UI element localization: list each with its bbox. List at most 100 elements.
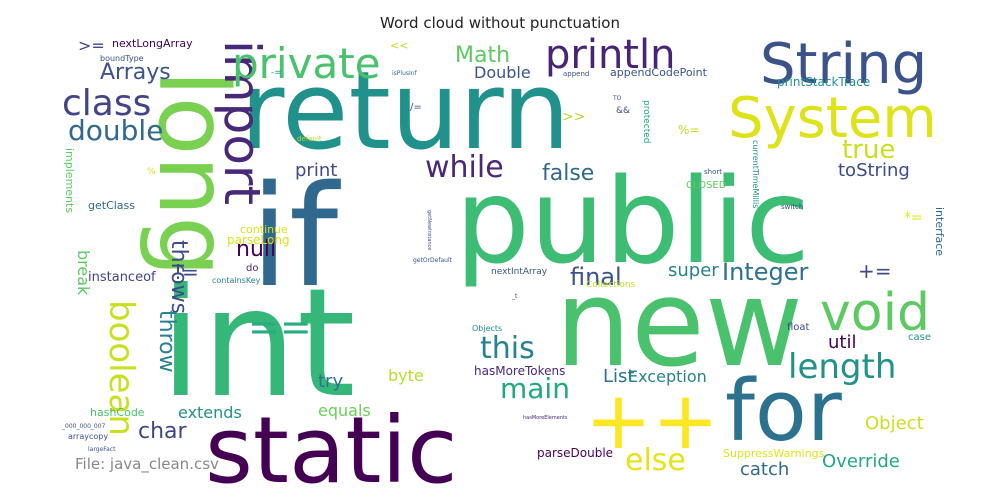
cloud-word: /=	[410, 102, 422, 113]
cloud-word: >>	[562, 109, 585, 125]
cloud-word: toString	[838, 160, 910, 181]
cloud-word: -=	[271, 68, 282, 78]
cloud-word: length	[788, 347, 896, 387]
cloud-word: CLOSED	[686, 180, 727, 191]
cloud-word: arraycopy	[68, 432, 108, 441]
cloud-word: ==	[248, 305, 312, 349]
cloud-word: %=	[678, 123, 699, 137]
cloud-word: void	[820, 283, 930, 343]
cloud-word: *=	[904, 210, 923, 226]
cloud-word: case	[908, 332, 931, 343]
cloud-word: float	[787, 322, 810, 333]
cloud-word: new	[555, 255, 803, 394]
cloud-word: parseDouble	[537, 446, 613, 460]
cloud-word: if	[250, 156, 341, 319]
cloud-word: static	[205, 397, 458, 500]
cloud-word: byte	[388, 366, 424, 385]
cloud-word: long	[137, 70, 249, 277]
cloud-word: hasMoreElements	[523, 415, 568, 421]
cloud-word: catch	[740, 459, 789, 480]
cloud-word: SuppressWarnings	[723, 447, 825, 460]
cloud-word: for	[725, 362, 842, 461]
cloud-word: instanceof	[88, 270, 156, 285]
cloud-word: hasMoreTokens	[474, 364, 565, 378]
cloud-word: &&	[616, 106, 630, 116]
cloud-word: getOrDefault	[413, 257, 453, 264]
cloud-word: class	[62, 83, 151, 124]
cloud-word: main	[500, 372, 570, 405]
cloud-word: Integer	[722, 258, 808, 286]
cloud-word: Exception	[628, 367, 707, 386]
cloud-word: getClass	[88, 199, 135, 212]
cloud-word: Arrays	[100, 60, 171, 85]
cloud-word: protected	[641, 100, 651, 144]
cloud-word: util	[828, 332, 856, 353]
cloud-word: this	[480, 331, 535, 366]
cloud-word: true	[842, 135, 895, 165]
cloud-word: implements	[63, 148, 76, 213]
cloud-word: interface	[933, 207, 946, 256]
cloud-word: char	[138, 419, 188, 444]
cloud-word: boolean	[101, 300, 141, 436]
cloud-word: default	[297, 135, 322, 143]
cloud-word: Object	[865, 413, 924, 434]
cloud-word: int	[160, 257, 356, 431]
cloud-word: System	[728, 86, 937, 151]
cloud-word: extends	[178, 403, 242, 422]
cloud-word: hashCode	[90, 406, 145, 419]
cloud-word: private	[232, 39, 381, 88]
cloud-word: _t	[511, 293, 518, 300]
cloud-word: Math	[455, 43, 510, 68]
source-file-label: File: java_clean.csv	[75, 455, 219, 473]
cloud-word: continue	[240, 223, 288, 236]
cloud-word: import	[213, 40, 271, 205]
cloud-word: >=	[78, 36, 105, 55]
cloud-word: short	[704, 168, 722, 176]
cloud-word: false	[542, 161, 594, 186]
cloud-word: !=	[174, 260, 199, 284]
cloud-word: TO	[612, 95, 622, 102]
cloud-word: try	[318, 371, 343, 392]
cloud-word: isPlusInf	[392, 70, 418, 77]
cloud-word: println	[545, 32, 675, 78]
cloud-word: return	[240, 49, 570, 174]
cloud-word: Override	[822, 451, 900, 472]
cloud-word: currentTimeMillis	[751, 140, 760, 208]
cloud-word: appendCodePoint	[610, 66, 708, 79]
cloud-word: printStackTrace	[777, 75, 870, 89]
cloud-word: while	[425, 150, 504, 185]
cloud-word: +=	[858, 259, 892, 283]
cloud-word: print	[295, 160, 337, 181]
cloud-word: final	[570, 263, 622, 291]
cloud-word: nextIntArray	[491, 267, 548, 277]
cloud-word: Objects	[472, 324, 502, 333]
cloud-word: super	[668, 260, 719, 281]
cloud-word: equals	[318, 401, 371, 420]
cloud-word: parseLong	[227, 233, 290, 247]
cloud-word: public	[455, 152, 810, 290]
cloud-word: <<	[390, 39, 408, 52]
cloud-word: %	[147, 167, 156, 177]
cloud-word: nextLongArray	[112, 37, 193, 50]
cloud-word: throws	[166, 240, 191, 314]
cloud-word: String	[760, 32, 927, 97]
cloud-word: double	[68, 114, 163, 147]
cloud-word: do	[246, 263, 258, 274]
cloud-word: ++	[585, 374, 719, 467]
cloud-word: throw	[154, 310, 179, 373]
cloud-word: containsKey	[212, 276, 261, 285]
cloud-word: List	[603, 366, 634, 387]
cloud-word: Double	[474, 63, 531, 82]
cloud-word: _000_000_007	[61, 423, 106, 430]
cloud-word: else	[625, 443, 686, 478]
cloud-word: Collections	[586, 280, 636, 290]
cloud-word: append	[563, 70, 589, 78]
cloud-word: boundType	[100, 54, 144, 63]
cloud-word: null	[236, 237, 276, 262]
cloud-word: getNewInstance	[426, 210, 432, 250]
cloud-word: switch	[781, 203, 803, 211]
cloud-word: largeFact	[88, 446, 116, 453]
cloud-word: break	[74, 250, 93, 296]
chart-title: Word cloud without punctuation	[380, 14, 620, 32]
